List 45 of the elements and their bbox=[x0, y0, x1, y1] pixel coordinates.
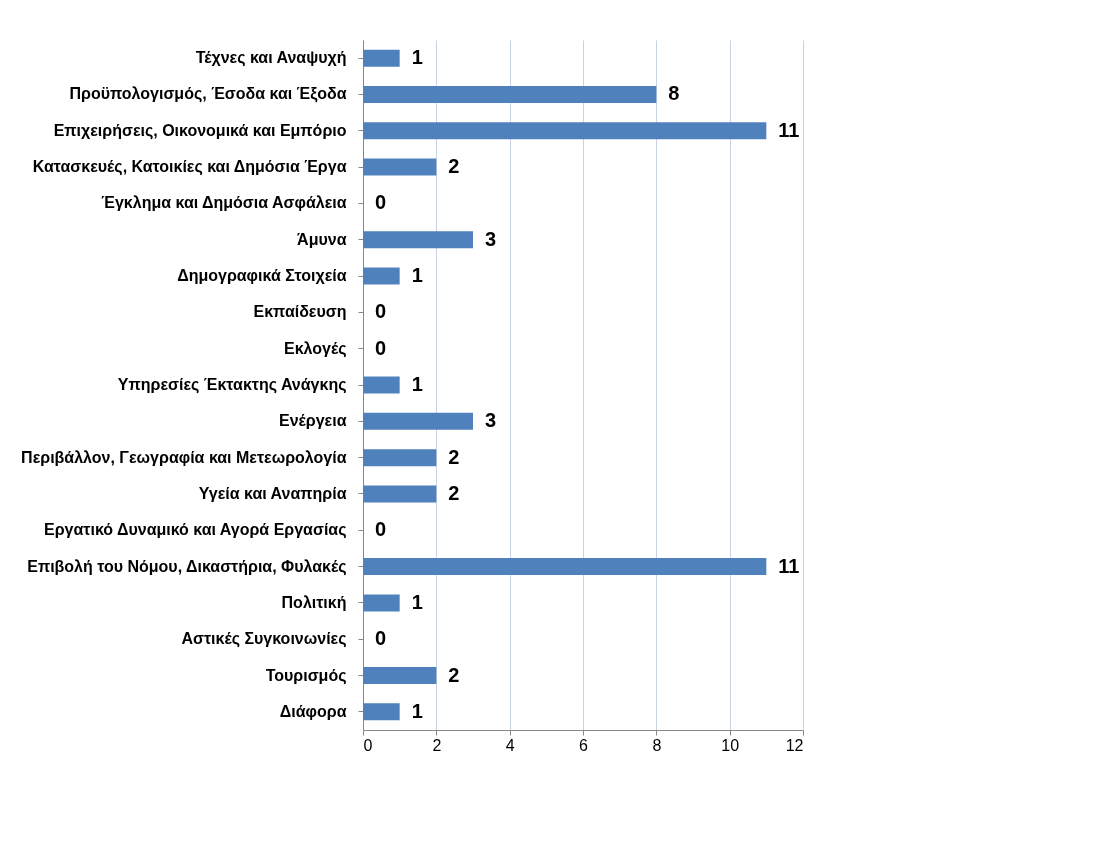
data-label: 1 bbox=[411, 373, 423, 395]
data-label: 11 bbox=[778, 118, 800, 141]
data-label: 0 bbox=[375, 300, 387, 323]
data-label: 0 bbox=[375, 518, 387, 541]
y-tick-label: Εκλογές bbox=[283, 339, 347, 358]
y-tick-label: Τέχνες και Αναψυχή bbox=[195, 49, 347, 68]
y-tick-label: Αστικές Συγκοινωνίες bbox=[181, 630, 347, 649]
y-tick-label: Δημογραφικά Στοιχεία bbox=[177, 267, 347, 285]
data-label: 2 bbox=[448, 155, 460, 178]
x-tick-label: 2 bbox=[432, 736, 442, 754]
y-tick-label: Τουρισμός bbox=[265, 666, 347, 685]
x-tick-label: 8 bbox=[652, 736, 662, 754]
data-label: 2 bbox=[448, 481, 460, 504]
data-label: 2 bbox=[448, 445, 460, 468]
y-tick-label: Εκπαίδευση bbox=[253, 303, 347, 321]
y-tick-label: Υγεία και Αναπηρία bbox=[198, 484, 347, 502]
data-label: 3 bbox=[485, 409, 497, 432]
data-label: 11 bbox=[778, 554, 800, 577]
data-label: 8 bbox=[668, 82, 680, 105]
y-tick-label: Διάφορα bbox=[279, 702, 347, 720]
data-label: 1 bbox=[411, 264, 423, 287]
x-tick-label: 0 bbox=[363, 736, 373, 754]
y-tick-label: Προϋπολογισμός, Έσοδα και Έξοδα bbox=[69, 85, 347, 104]
y-tick-label: Υπηρεσίες Έκτακτης Ανάγκης bbox=[117, 376, 347, 394]
data-label: 0 bbox=[375, 191, 387, 214]
y-tick-label: Εργατικό Δυναμικό και Αγορά Εργασίας bbox=[44, 521, 347, 540]
data-label: 1 bbox=[411, 590, 423, 613]
y-tick-label: Κατασκευές, Κατοικίες και Δημόσια Έργα bbox=[32, 158, 347, 177]
y-tick-label: Ενέργεια bbox=[279, 412, 347, 430]
x-tick-label: 12 bbox=[785, 736, 804, 754]
x-tick-label: 6 bbox=[579, 736, 589, 754]
data-label: 2 bbox=[448, 663, 460, 686]
x-tick-label: 4 bbox=[505, 736, 515, 754]
data-label: 1 bbox=[411, 699, 423, 722]
data-label: 3 bbox=[485, 227, 497, 250]
y-tick-label: Έγκλημα και Δημόσια Ασφάλεια bbox=[101, 194, 347, 212]
data-label: 1 bbox=[411, 46, 423, 69]
x-tick-label: 10 bbox=[721, 736, 740, 754]
y-tick-label: Πολιτική bbox=[281, 593, 347, 611]
data-label: 0 bbox=[375, 627, 387, 650]
y-tick-label: Επιχειρήσεις, Οικονομικά και Εμπόριο bbox=[53, 121, 347, 140]
y-tick-label: Άμυνα bbox=[297, 230, 347, 248]
data-label: 0 bbox=[375, 336, 387, 359]
y-tick-label: Επιβολή του Νόμου, Δικαστήρια, Φυλακές bbox=[27, 557, 347, 576]
y-tick-label: Περιβάλλον, Γεωγραφία και Μετεωρολογία bbox=[21, 448, 347, 466]
